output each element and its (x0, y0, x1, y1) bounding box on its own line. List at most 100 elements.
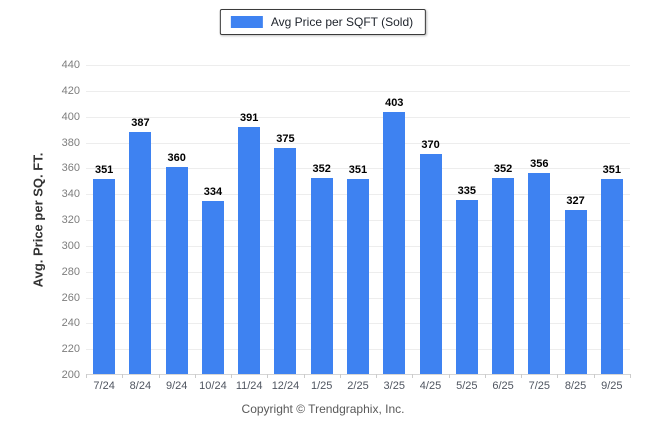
bar-value-label: 335 (457, 184, 476, 197)
bar-value-label: 352 (493, 162, 513, 175)
bar-value-label: 351 (602, 163, 622, 176)
bar-slot: 375 12/24 (267, 65, 303, 392)
x-tick-label: 6/25 (492, 380, 514, 392)
bar (165, 167, 188, 374)
bar-slot: 360 9/24 (159, 65, 195, 392)
bar (528, 172, 551, 374)
bar-slot: 356 7/25 (521, 65, 557, 392)
y-tick-label: 340 (61, 188, 80, 201)
bar-value-label: 334 (203, 185, 223, 198)
x-axis-tick (158, 374, 160, 378)
x-tick-label: 11/24 (235, 380, 263, 392)
bar (455, 199, 478, 374)
plot-area: 351 7/24 387 8/24 360 9/24 334 10/24 391 11/24 375… (86, 65, 631, 392)
bar (346, 178, 369, 374)
bar-value-label: 352 (312, 162, 331, 175)
bar-value-label: 360 (167, 152, 186, 165)
bar (419, 154, 442, 374)
gridline (86, 116, 630, 118)
x-tick-label: 2/25 (347, 380, 369, 392)
bar-slot: 335 5/25 (449, 65, 485, 392)
x-tick-label: 3/25 (383, 380, 405, 392)
bar-slot: 351 7/24 (86, 65, 122, 392)
x-tick-label: 9/25 (601, 380, 623, 392)
copyright-text: Copyright © Trendgraphix, Inc. (241, 402, 405, 416)
bar-value-label: 351 (94, 163, 114, 176)
bar-value-label: 375 (276, 132, 295, 145)
x-axis-tick (339, 374, 341, 378)
x-axis-tick (593, 374, 595, 378)
x-tick-label: 12/24 (271, 380, 300, 392)
y-tick-label: 200 (61, 369, 80, 381)
bar-slot: 387 8/24 (122, 65, 158, 392)
x-axis-tick (484, 374, 486, 378)
x-tick-label: 7/24 (93, 380, 115, 392)
bar-slot: 370 4/25 (412, 65, 448, 392)
bar-slot: 334 10/24 (195, 65, 231, 392)
y-tick-label: 260 (61, 291, 80, 304)
gridline (86, 142, 630, 144)
x-axis-tick (448, 374, 450, 378)
x-axis-tick (267, 374, 269, 378)
x-tick-label: 1/25 (311, 380, 333, 392)
x-tick-label: 4/25 (419, 380, 442, 392)
y-tick-label: 280 (61, 265, 80, 278)
x-tick-label: 5/25 (456, 380, 478, 392)
y-tick-label: 320 (61, 214, 80, 226)
bar-slot: 403 3/25 (376, 65, 412, 392)
bar-value-label: 356 (530, 157, 549, 170)
y-tick-label: 220 (61, 343, 80, 356)
x-axis-tick (376, 374, 378, 378)
x-axis-tick (122, 374, 124, 378)
y-tick-label: 360 (61, 162, 80, 175)
x-axis-tick (521, 374, 523, 378)
legend-swatch (230, 16, 263, 28)
y-tick-label: 380 (61, 136, 80, 149)
bar (383, 111, 406, 374)
bar-slot: 352 6/25 (485, 65, 521, 392)
y-tick-label: 420 (61, 84, 80, 97)
x-axis-tick (630, 374, 631, 378)
x-tick-label: 8/24 (129, 380, 152, 392)
y-tick-label: 400 (61, 110, 80, 123)
gridline (86, 90, 630, 92)
y-tick-label: 300 (61, 239, 80, 252)
bar-slot: 352 1/25 (304, 65, 340, 392)
x-axis-tick (412, 374, 414, 378)
bar (201, 200, 224, 374)
x-tick-label: 8/25 (564, 380, 587, 392)
gridline (86, 168, 630, 170)
x-axis-tick (303, 374, 305, 378)
bar (238, 127, 261, 374)
bar-value-label: 387 (131, 117, 150, 130)
bar (93, 178, 116, 374)
bar (600, 178, 623, 374)
y-axis-labels: 200 220 240 260 280 300 320 340 360 380 400 420 440 (38, 59, 80, 381)
bar-value-label: 403 (385, 96, 404, 109)
bar-value-label: 370 (421, 139, 440, 152)
x-axis-tick (86, 374, 87, 378)
bar (310, 177, 333, 374)
bar-slot: 327 8/25 (557, 65, 593, 392)
x-axis-tick (231, 374, 233, 378)
x-axis-tick (194, 374, 196, 378)
x-tick-label: 7/25 (528, 380, 551, 392)
y-tick-label: 240 (61, 317, 80, 330)
gridline (86, 65, 630, 66)
bar (564, 209, 587, 374)
legend: Avg Price per SQFT (Sold) (219, 9, 427, 35)
bar-value-label: 391 (240, 112, 259, 125)
bar-value-label: 327 (566, 194, 585, 207)
bar (274, 147, 297, 374)
bar-slot: 351 9/25 (594, 65, 630, 392)
bar (492, 177, 515, 374)
x-tick-label: 10/24 (199, 380, 227, 392)
bar-slot: 351 2/25 (340, 65, 376, 392)
bar (129, 132, 152, 374)
bar-slot: 391 11/24 (231, 65, 267, 392)
x-tick-label: 9/24 (165, 380, 188, 392)
y-tick-label: 440 (61, 59, 80, 71)
bar-value-label: 351 (348, 163, 368, 176)
legend-label: Avg Price per SQFT (Sold) (270, 15, 414, 29)
